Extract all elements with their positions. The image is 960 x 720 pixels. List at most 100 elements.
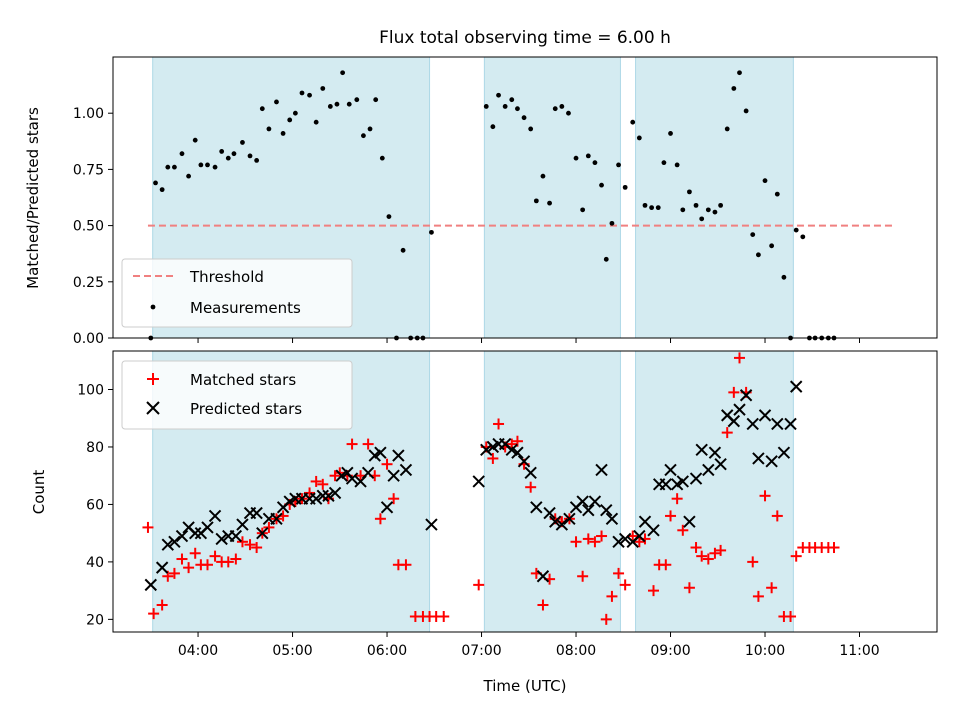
measurement-point xyxy=(153,180,158,186)
predicted-star-point xyxy=(664,463,677,477)
matched-star-point xyxy=(660,559,672,571)
predicted-star-point xyxy=(250,506,263,520)
predicted-star-point xyxy=(155,561,169,574)
measurement-point xyxy=(649,205,655,211)
matched-star-point xyxy=(577,570,589,582)
measurement-point xyxy=(240,140,245,145)
matched-star-point xyxy=(176,553,188,565)
predicted-star-point xyxy=(236,518,249,531)
matched-star-point xyxy=(381,458,393,470)
measurement-point xyxy=(320,86,326,91)
predicted-star-point xyxy=(472,475,485,488)
matched-star-point xyxy=(589,536,601,548)
measurement-point xyxy=(361,133,366,139)
y-tick-label: 100 xyxy=(77,383,104,399)
measurement-point xyxy=(655,205,661,211)
predicted-star-point xyxy=(144,578,158,592)
matched-star-point xyxy=(304,487,316,499)
matched-star-point xyxy=(677,524,689,536)
predicted-star-point xyxy=(600,503,613,517)
predicted-star-point xyxy=(733,403,746,416)
matched-star-point xyxy=(230,553,242,565)
matched-star-point xyxy=(244,539,256,551)
matched-star-point xyxy=(734,352,746,364)
legend-measurement-label: Measurements xyxy=(190,299,301,317)
measurement-point xyxy=(800,234,806,240)
predicted-star-point xyxy=(425,518,438,531)
predicted-star-point xyxy=(543,506,556,520)
measurement-point xyxy=(724,126,730,132)
matched-star-point xyxy=(702,553,714,565)
matched-star-point xyxy=(148,608,160,620)
predicted-star-point xyxy=(345,472,359,485)
matched-star-point xyxy=(388,493,400,505)
observing-windows-top xyxy=(152,57,794,338)
predicted-star-point xyxy=(784,417,797,431)
matched-star-point xyxy=(582,533,594,545)
matched-star-point xyxy=(790,550,802,562)
matched-star-point xyxy=(438,610,450,622)
predicted-star-point xyxy=(168,535,181,548)
predicted-star-point xyxy=(322,489,335,503)
predicted-star-point xyxy=(328,486,342,500)
matched-star-point xyxy=(310,475,322,487)
observing-window xyxy=(635,57,794,338)
matched-star-point xyxy=(759,490,771,502)
matched-star-point xyxy=(715,544,727,556)
measurement-point xyxy=(165,164,171,170)
y-tick-label: 0.25 xyxy=(73,275,104,291)
predicted-star-point xyxy=(689,472,703,485)
matched-star-point xyxy=(596,530,608,542)
predicted-star-point xyxy=(511,446,524,459)
matched-star-point xyxy=(600,613,612,625)
measurement-point xyxy=(743,108,749,114)
predicted-star-point xyxy=(618,532,632,546)
predicted-star-point xyxy=(605,512,619,526)
measurement-point xyxy=(661,160,667,166)
matched-star-point xyxy=(613,567,625,579)
measurement-point xyxy=(400,247,406,253)
matched-star-point xyxy=(222,556,234,568)
y-tick-label: 0.50 xyxy=(73,219,104,235)
ratio-legend: Threshold Measurements xyxy=(121,258,353,328)
measurement-point xyxy=(559,104,565,109)
count-y-axis: 20 40 60 80 100 xyxy=(77,383,113,628)
matched-star-point xyxy=(683,582,695,594)
measurement-point xyxy=(636,135,642,141)
time-x-axis: 04:00 05:00 06:00 07:00 08:00 09:00 10:00 11:00 xyxy=(178,632,880,659)
x-tick-label: 08:00 xyxy=(556,643,596,659)
matched-star-point xyxy=(785,610,797,622)
predicted-star-point xyxy=(387,469,400,482)
measurement-point xyxy=(274,99,279,105)
predicted-star-point xyxy=(309,492,323,505)
predicted-star-point xyxy=(201,521,214,534)
measurement-point xyxy=(159,187,165,193)
predicted-star-point xyxy=(524,466,537,480)
ratio-y-axis: 0.00 0.25 0.50 0.75 1.00 xyxy=(73,106,113,347)
matched-star-point xyxy=(183,562,195,574)
legend-measurement-swatch xyxy=(150,304,156,310)
predicted-star-point xyxy=(316,489,329,503)
measurement-point xyxy=(599,182,604,188)
predicted-star-point xyxy=(380,501,394,514)
measurement-point xyxy=(756,252,761,258)
y-tick-label: 20 xyxy=(86,612,104,628)
measurement-point xyxy=(379,155,385,161)
y-tick-label: 40 xyxy=(86,555,104,571)
measurement-point xyxy=(573,155,579,161)
x-tick-label: 11:00 xyxy=(839,643,879,659)
measurement-point xyxy=(198,162,204,168)
matched-star-point xyxy=(236,536,248,548)
measurement-point xyxy=(266,126,272,132)
predicted-star-point xyxy=(582,503,595,517)
measurement-point xyxy=(373,97,379,103)
matched-star-point xyxy=(142,521,154,533)
predicted-star-point xyxy=(161,538,175,551)
matched-star-point xyxy=(201,559,213,571)
measurement-point xyxy=(793,227,799,233)
measurement-point xyxy=(533,198,539,204)
predicted-star-point xyxy=(739,389,753,402)
measurement-point xyxy=(592,160,598,166)
x-tick-label: 10:00 xyxy=(745,643,785,659)
y-tick-label: 0.75 xyxy=(73,162,104,178)
